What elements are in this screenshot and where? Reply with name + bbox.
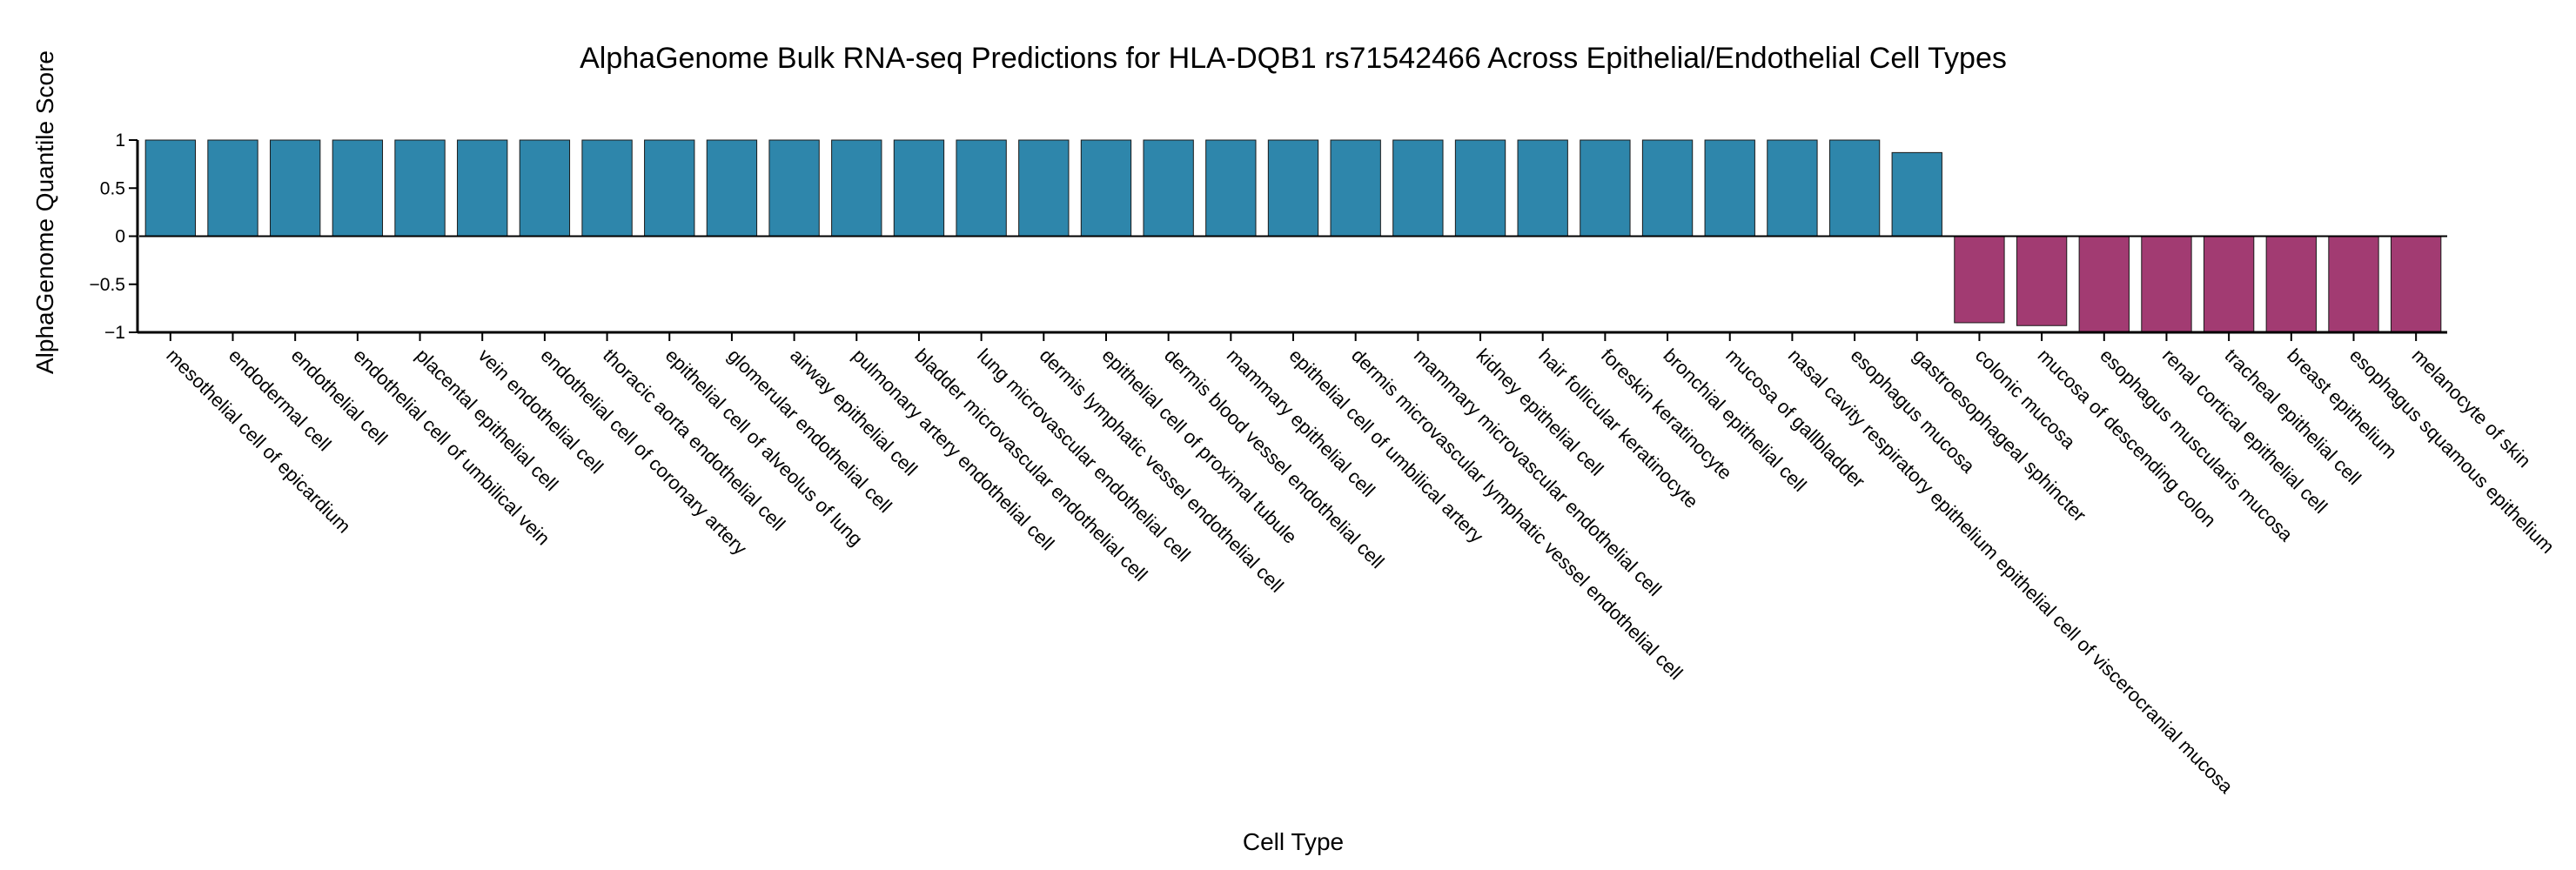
bar (2390, 236, 2442, 333)
bar (270, 139, 321, 237)
bar (1704, 139, 1755, 237)
x-tick-label: bladder microvascular endothelial cell (910, 345, 1151, 586)
y-axis-label: AlphaGenome Quantile Score (31, 50, 58, 374)
bar (2016, 236, 2068, 326)
bar (2078, 236, 2130, 333)
bar (394, 139, 446, 237)
bar (831, 139, 882, 237)
bar (2141, 236, 2192, 333)
y-tick-label: 1 (115, 130, 125, 151)
bar (581, 139, 633, 237)
x-tick-label: breast epithelium (2283, 345, 2401, 463)
x-tick-label: melanocyte of skin (2408, 345, 2536, 472)
bar (1891, 151, 1942, 237)
bar (2265, 236, 2317, 333)
bar (644, 139, 695, 237)
y-tick-label: 0.5 (100, 178, 125, 198)
bar (207, 139, 258, 237)
bar (956, 139, 1007, 237)
bar (1143, 139, 1194, 237)
y-tick-label: −1 (104, 323, 125, 343)
bar (706, 139, 758, 237)
bar (1330, 139, 1381, 237)
bar (457, 139, 508, 237)
chart-title: AlphaGenome Bulk RNA-seq Predictions for… (580, 42, 2007, 75)
x-tick-label: dermis blood vessel endothelial cell (1160, 345, 1388, 572)
bar (1205, 139, 1257, 237)
bar (1454, 139, 1506, 237)
y-tick-label: −0.5 (90, 275, 125, 295)
x-axis-label: Cell Type (1243, 828, 1344, 855)
bar (1641, 139, 1694, 237)
bar (1392, 139, 1444, 237)
bar (1080, 139, 1132, 237)
bar (2203, 236, 2255, 333)
bar (1954, 236, 2005, 324)
bar (1828, 139, 1881, 237)
bar (1517, 139, 1568, 237)
bar (1580, 139, 1631, 237)
bar (332, 139, 384, 237)
bar (893, 139, 945, 237)
y-tick-label: 0 (115, 227, 125, 247)
bar (1767, 139, 1818, 237)
bar (768, 139, 820, 237)
bar (1018, 139, 1070, 237)
bar (1267, 139, 1319, 237)
bar (519, 139, 571, 237)
bar (2328, 236, 2379, 333)
bar (144, 139, 197, 237)
